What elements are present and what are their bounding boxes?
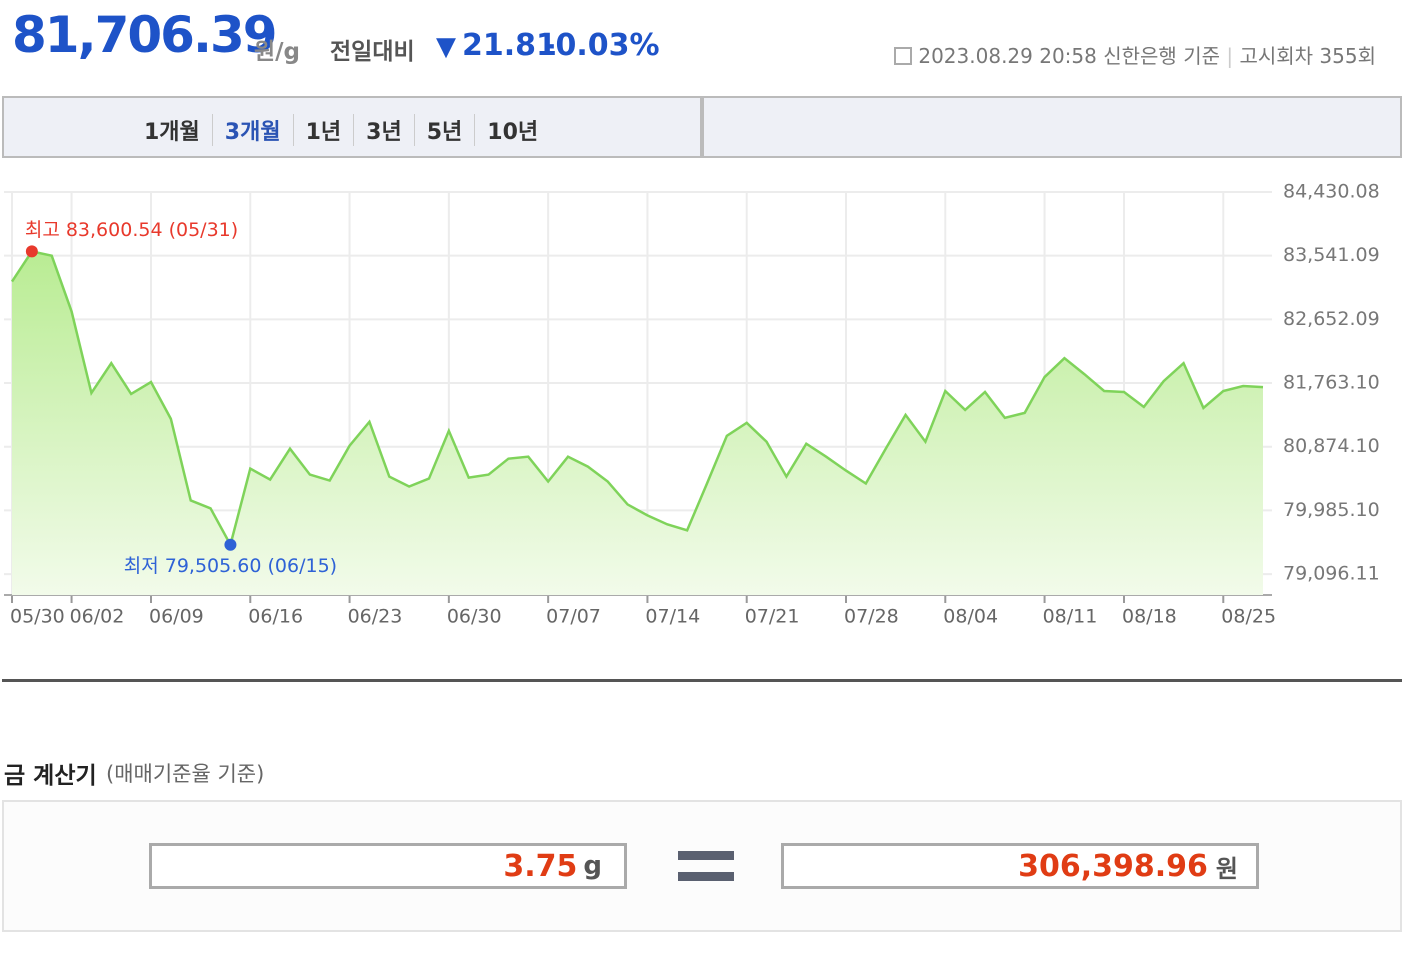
- y-tick-label: 79,985.10: [1283, 499, 1380, 521]
- divider: [2, 679, 1402, 682]
- amount: 3.75: [503, 848, 578, 884]
- high-label: 최고 83,600.54 (05/31): [25, 219, 238, 241]
- chart: 79,096.11 79,985.10 80,874.10 81,763.10 82,6…: [4, 181, 1380, 628]
- result-unit: 원: [1215, 854, 1238, 883]
- x-tick-label: 06/30: [447, 606, 502, 628]
- header-info: 2023.08.29 20:58 신한은행 기준 | 고시회차 355회: [894, 40, 1376, 69]
- tab-bar-right: [702, 96, 1402, 158]
- x-tick-label: 07/28: [844, 606, 899, 628]
- tab[interactable]: 10년: [487, 120, 539, 145]
- result: 306,398.96: [1018, 848, 1208, 884]
- y-tick-label: 84,430.08: [1283, 181, 1380, 203]
- x-tick-label: 08/18: [1122, 606, 1177, 628]
- tabs: 1개월 3개월 1년 3년 5년 10년: [132, 114, 550, 146]
- tab[interactable]: 1개월: [132, 114, 213, 146]
- calc-subtitle: (매매기준율 기준): [106, 762, 265, 786]
- change-pct: -0.03%: [543, 28, 660, 63]
- y-tick-label: 82,652.09: [1283, 308, 1380, 330]
- low-label: 최저 79,505.60 (06/15): [124, 555, 337, 577]
- equals-bar: [678, 872, 734, 881]
- high-marker: [25, 245, 38, 258]
- calendar-icon: [894, 47, 912, 65]
- down-icon: ▼: [436, 32, 456, 62]
- x-tick-label: 08/11: [1043, 606, 1098, 628]
- result-box: 306,398.96 원: [781, 843, 1259, 889]
- y-tick-label: 79,096.11: [1283, 563, 1380, 585]
- amount-unit: g: [583, 851, 602, 881]
- x-tick-label: 08/25: [1221, 606, 1276, 628]
- x-tick-label: 06/09: [149, 606, 204, 628]
- tab[interactable]: 3개월: [213, 114, 294, 146]
- y-tick-label: 81,763.10: [1283, 372, 1380, 394]
- price-unit: 원/g: [254, 39, 301, 65]
- tab[interactable]: 5년: [415, 114, 476, 146]
- x-tick-label: 06/16: [248, 606, 303, 628]
- tab[interactable]: 1년: [294, 114, 355, 146]
- datetime: 2023.08.29 20:58: [918, 44, 1097, 68]
- low-marker: [224, 538, 237, 551]
- y-tick-label: 83,541.09: [1283, 244, 1380, 266]
- change: 21.81: [462, 28, 557, 63]
- x-tick-label: 07/07: [546, 606, 601, 628]
- line: [10, 250, 1264, 549]
- x-tick-label: 07/21: [745, 606, 800, 628]
- x-tick-label: 06/23: [348, 606, 403, 628]
- round: 고시회차 355회: [1239, 44, 1376, 68]
- x-tick-label: 06/02: [70, 606, 125, 628]
- calc-title: 금 계산기: [4, 763, 97, 789]
- price: 81,706.39: [12, 6, 278, 64]
- x-tick-label: 07/14: [645, 606, 700, 628]
- amount-input[interactable]: 3.75 g: [149, 843, 627, 889]
- separator: |: [1226, 44, 1234, 68]
- tab-bar: [2, 96, 702, 158]
- x-tick-label: 05/30: [10, 606, 65, 628]
- x-tick-label: 08/04: [943, 606, 998, 628]
- equals-bar: [678, 851, 734, 860]
- y-tick-label: 80,874.10: [1283, 435, 1380, 457]
- tab[interactable]: 3년: [354, 114, 415, 146]
- basis: 신한은행 기준: [1103, 44, 1220, 68]
- compare-label: 전일대비: [330, 39, 415, 65]
- area: [12, 251, 1263, 595]
